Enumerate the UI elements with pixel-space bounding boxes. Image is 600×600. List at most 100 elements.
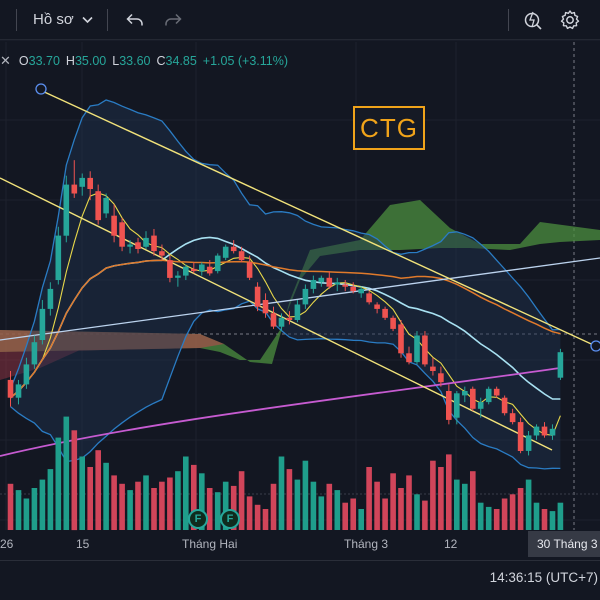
toolbar-divider xyxy=(16,8,17,31)
volume-bar xyxy=(342,502,348,530)
candle-body xyxy=(183,266,189,276)
candle-body xyxy=(206,266,213,274)
candle-body xyxy=(310,280,317,289)
bollinger-band-fill xyxy=(10,100,561,469)
change-value: +1.05 (+3.11%) xyxy=(202,54,289,68)
profile-label: Hồ sơ xyxy=(33,11,74,28)
candle-body xyxy=(7,379,14,398)
volume-bar xyxy=(318,496,325,530)
candle-body xyxy=(55,235,62,280)
candle-body xyxy=(286,317,293,320)
quick-search-icon xyxy=(524,11,542,30)
candle-body xyxy=(350,286,356,292)
volume-bar xyxy=(7,483,14,530)
undo-button[interactable] xyxy=(126,13,144,27)
candle-body xyxy=(342,284,348,287)
volume-bar xyxy=(31,488,38,530)
candle-body xyxy=(430,366,436,371)
volume-bar xyxy=(238,471,245,530)
x-axis-label: Tháng 3 xyxy=(344,537,389,551)
volume-bar xyxy=(390,473,396,530)
candle-body xyxy=(382,308,388,318)
volume-bar xyxy=(398,488,404,530)
candle-body xyxy=(541,426,548,436)
x-axis-label: Tháng Hai xyxy=(182,537,238,551)
crosshair-date-label: 30 Tháng 3 ' xyxy=(528,531,600,557)
volume-bar xyxy=(501,498,508,530)
channel-upper-line xyxy=(39,89,600,349)
candle-body xyxy=(406,353,412,363)
quick-search-button[interactable] xyxy=(523,10,543,30)
bottom-bar xyxy=(0,560,600,600)
candle-body xyxy=(462,391,468,396)
close-value: 34.85 xyxy=(165,54,197,68)
volume-bar xyxy=(470,471,476,530)
volume-bar xyxy=(103,462,109,530)
candle-body xyxy=(214,255,221,272)
sma-50-line xyxy=(10,259,561,399)
close-icon[interactable]: ✕ xyxy=(0,53,11,68)
volume-bar xyxy=(541,509,548,530)
candle-body xyxy=(119,222,125,247)
open-key: O xyxy=(18,54,29,68)
candle-body xyxy=(167,260,173,278)
candle-body xyxy=(549,428,556,436)
volume-bar xyxy=(39,479,46,530)
volume-bar xyxy=(406,475,412,530)
volume-bar xyxy=(47,469,54,530)
settings-button[interactable] xyxy=(559,9,581,31)
candle-body xyxy=(318,277,325,283)
candle-body xyxy=(127,244,133,247)
volume-bar xyxy=(23,498,30,530)
close-key: C xyxy=(156,54,166,68)
open-value: 33.70 xyxy=(28,54,60,68)
candle-body xyxy=(95,191,101,221)
volume-bar xyxy=(350,498,356,530)
volume-bar xyxy=(63,416,70,530)
volume-bar xyxy=(414,494,420,530)
candle-body xyxy=(175,275,181,278)
volume-bar xyxy=(183,456,189,530)
symbol-label[interactable]: CTG xyxy=(353,106,425,150)
profile-dropdown-button[interactable]: Hồ sơ xyxy=(33,11,93,28)
ichimoku-cloud-bearish xyxy=(0,348,200,380)
financials-event-badge[interactable]: F xyxy=(220,509,240,529)
candle-body xyxy=(334,282,341,285)
volume-bar xyxy=(485,506,492,530)
candle-body xyxy=(23,364,30,385)
candle-body xyxy=(454,393,460,418)
volume-bar xyxy=(143,475,149,530)
volume-bar xyxy=(302,460,309,530)
ichimoku-cloud xyxy=(0,200,600,364)
candle-body xyxy=(47,288,54,309)
candle-body xyxy=(525,435,532,451)
candle-body xyxy=(71,184,78,194)
volume-bar xyxy=(199,473,205,530)
candle-body xyxy=(87,177,93,189)
volume-bar xyxy=(382,498,388,530)
redo-button[interactable] xyxy=(164,13,182,27)
volume-bar xyxy=(446,454,452,530)
trendline-light xyxy=(0,257,600,341)
candle-body xyxy=(199,264,205,272)
candle-body xyxy=(438,373,444,383)
volume-bar xyxy=(254,504,261,530)
volume-bar xyxy=(55,437,62,530)
clock-timezone[interactable]: 14:36:15 (UTC+7) xyxy=(489,570,598,585)
financials-event-badge[interactable]: F xyxy=(188,509,208,529)
candle-body xyxy=(414,335,420,363)
volume-bar xyxy=(151,488,157,530)
candle-body xyxy=(39,308,46,340)
volume-bar xyxy=(477,502,484,530)
volume-bar xyxy=(135,481,141,530)
volume-bar xyxy=(71,430,78,531)
volume-bar xyxy=(462,483,468,530)
volume-bar xyxy=(79,456,85,530)
volume-bar xyxy=(430,460,436,530)
candle-body xyxy=(238,251,245,261)
candle-body xyxy=(79,177,85,187)
candle-body xyxy=(262,300,269,314)
candle-body xyxy=(294,304,301,320)
candle-body xyxy=(326,277,333,287)
